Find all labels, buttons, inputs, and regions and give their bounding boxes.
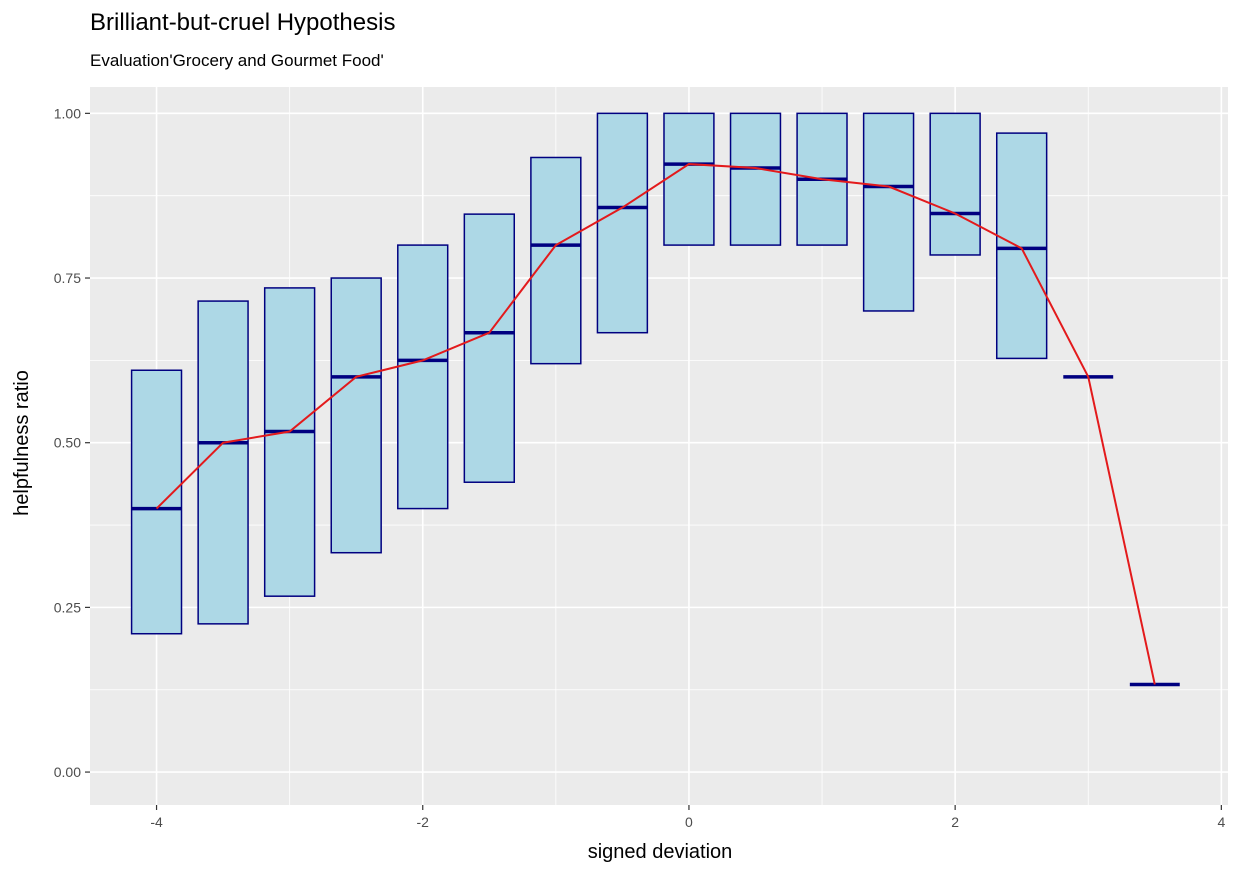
box-iqr-rect — [197, 300, 249, 625]
box-iqr-rect — [263, 287, 316, 597]
y-tick-label: 0.00 — [54, 764, 81, 780]
y-axis-title: helpfulness ratio — [11, 370, 33, 516]
box — [397, 244, 449, 510]
box-iqr-rect — [929, 112, 981, 256]
box — [862, 112, 915, 312]
box — [463, 213, 516, 483]
box-iqr-rect — [130, 369, 183, 635]
y-tick-label: 1.00 — [54, 105, 81, 121]
box — [130, 369, 183, 635]
box — [995, 132, 1048, 360]
box-iqr-rect — [729, 112, 782, 246]
x-axis-title: signed deviation — [588, 841, 733, 863]
box-iqr-rect — [862, 112, 915, 312]
x-axis: -4 -2 0 2 4 — [150, 805, 1225, 830]
box — [729, 112, 782, 246]
plot-panel — [90, 87, 1228, 805]
box — [263, 287, 316, 597]
box-iqr-rect — [596, 112, 649, 334]
box-iqr-rect — [463, 213, 516, 483]
y-tick-label: 0.50 — [54, 435, 81, 451]
box-iqr-rect — [330, 277, 382, 554]
y-tick-label: 0.75 — [54, 270, 81, 286]
chart-subtitle: Evaluation'Grocery and Gourmet Food' — [90, 51, 384, 70]
y-tick-label: 0.25 — [54, 599, 81, 615]
box-iqr-rect — [397, 244, 449, 510]
trend-layer — [155, 163, 1156, 685]
box — [530, 156, 582, 365]
y-axis: 0.00 0.25 0.50 0.75 1.00 — [54, 105, 90, 780]
box — [596, 112, 649, 334]
x-tick-label: 0 — [685, 814, 693, 830]
box — [197, 300, 249, 625]
trend-line — [155, 163, 1156, 685]
box — [330, 277, 382, 554]
chart-title: Brilliant-but-cruel Hypothesis — [90, 9, 395, 36]
box — [929, 112, 981, 256]
box-iqr-rect — [663, 112, 715, 246]
box — [663, 112, 715, 246]
box-iqr-rect — [995, 132, 1048, 360]
x-tick-label: -2 — [417, 814, 430, 830]
x-tick-label: 4 — [1217, 814, 1225, 830]
box-iqr-rect — [530, 156, 582, 365]
x-tick-label: -4 — [150, 814, 163, 830]
x-tick-label: 2 — [951, 814, 959, 830]
